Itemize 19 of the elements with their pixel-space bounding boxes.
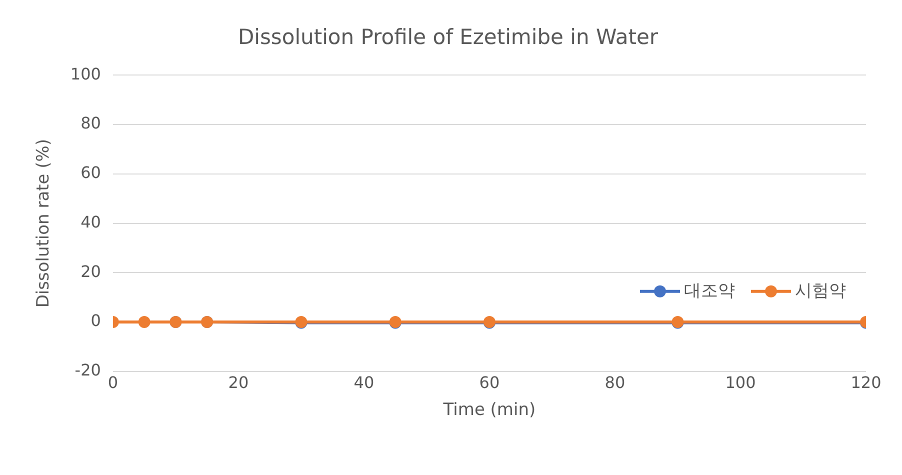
y-tick-label: 0 (90, 311, 101, 330)
legend-label: 시험약 (795, 280, 846, 301)
x-tick-label: 100 (725, 373, 756, 392)
x-tick-label: 0 (108, 373, 118, 392)
y-tick-label: 60 (80, 163, 101, 182)
x-tick-label: 120 (850, 373, 882, 392)
legend-label: 대조약 (684, 280, 735, 301)
chart-title: Dissolution Profile of Ezetimibe in Water (238, 25, 658, 50)
x-tick-label: 20 (228, 373, 249, 392)
y-tick-label: 20 (80, 262, 101, 281)
y-tick-label: 100 (70, 64, 101, 84)
y-tick-label: -20 (74, 360, 101, 380)
y-tick-label: 40 (80, 212, 101, 232)
x-tick-label: 40 (354, 373, 374, 392)
y-tick-label: 80 (80, 114, 101, 133)
x-tick-label: 60 (479, 373, 500, 392)
x-axis-title: Time (min) (442, 400, 536, 420)
y-axis-title: Dissolution rate (%) (34, 138, 54, 308)
x-tick-label: 80 (604, 373, 626, 392)
